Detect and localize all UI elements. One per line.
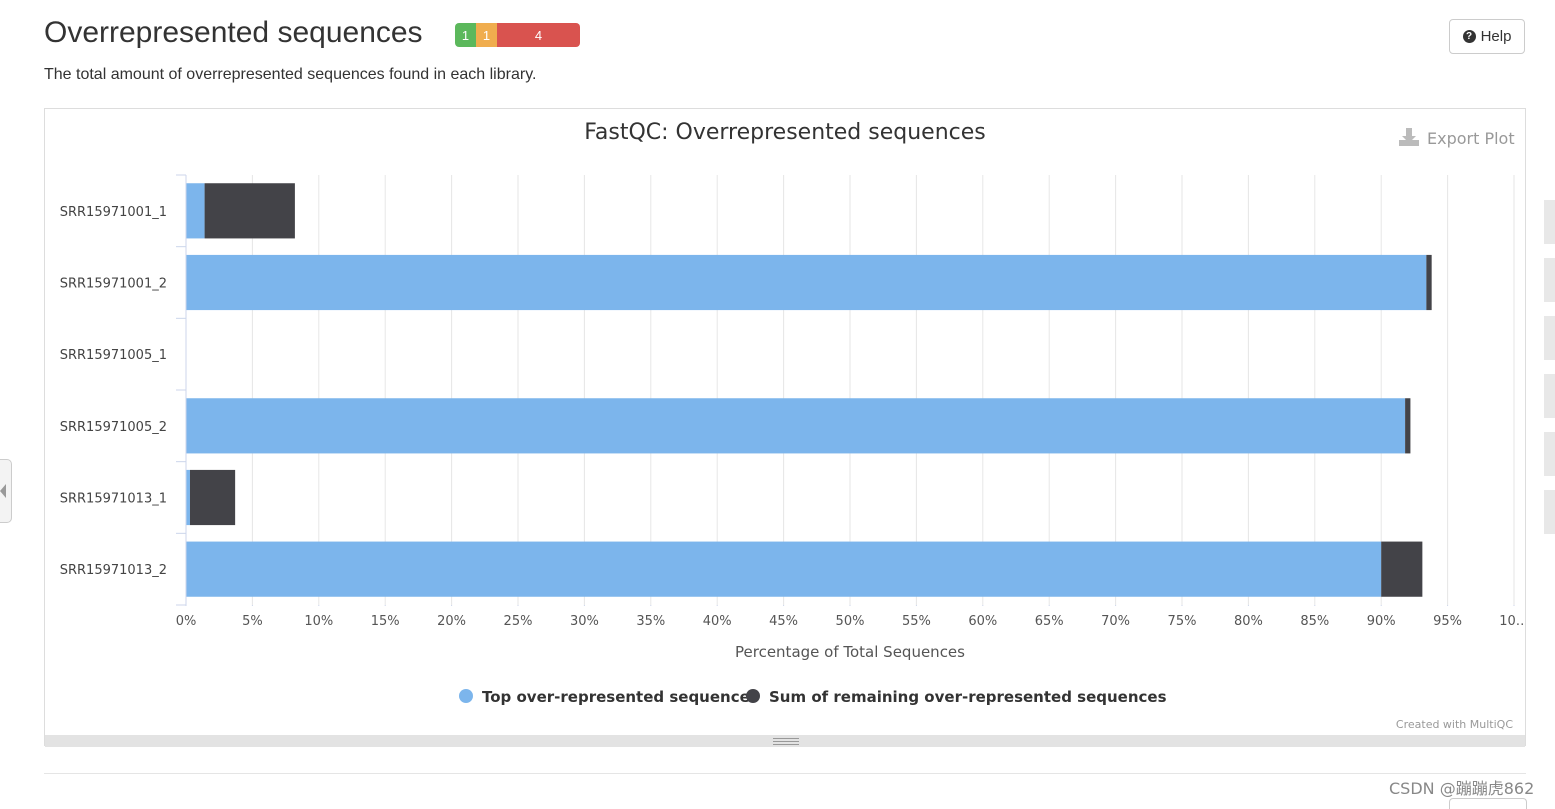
category-label: SRR15971001_2 xyxy=(60,277,167,292)
x-tick-label: 15% xyxy=(371,614,400,629)
toolbox-tabs xyxy=(1544,200,1555,548)
x-tick-label: 40% xyxy=(703,614,732,629)
x-tick-label: 5% xyxy=(242,614,263,629)
bar-segment[interactable] xyxy=(186,254,1427,311)
toolbox-tab[interactable] xyxy=(1544,374,1555,418)
multiqc-credit[interactable]: Created with MultiQC xyxy=(1396,718,1513,731)
question-circle-icon: ? xyxy=(1462,30,1476,43)
overrepresented-chart: 0% 5% 10% 15% 20% 25% 30% 35% 40% 45% 50% 55% 60% 65%… xyxy=(60,120,1529,731)
legend: Top over-represented sequence Sum of rem… xyxy=(459,688,1167,706)
legend-marker-top xyxy=(459,689,473,703)
chart-title: FastQC: Overrepresented sequences xyxy=(584,120,986,145)
x-tick-label: 70% xyxy=(1101,614,1130,629)
legend-label-remaining: Sum of remaining over-represented sequen… xyxy=(769,688,1167,706)
x-tick-label: 85% xyxy=(1300,614,1329,629)
legend-marker-remaining xyxy=(746,689,760,703)
x-tick-label: 30% xyxy=(570,614,599,629)
x-tick-label: 75% xyxy=(1168,614,1197,629)
status-fail-count[interactable]: 4 xyxy=(497,23,580,47)
x-tick-label: 10… xyxy=(1499,614,1525,629)
category-label: SRR15971001_1 xyxy=(60,205,167,220)
toolbox-tab[interactable] xyxy=(1544,200,1555,244)
section-divider xyxy=(44,773,1526,774)
export-plot-button[interactable]: Export Plot xyxy=(1399,128,1515,148)
x-axis-label: Percentage of Total Sequences xyxy=(735,643,965,661)
x-tick-label: 25% xyxy=(504,614,533,629)
plot-resize-handle[interactable] xyxy=(45,735,1525,747)
bar-segment[interactable] xyxy=(204,183,295,239)
status-pass-count[interactable]: 1 xyxy=(455,23,476,47)
x-tick-label: 45% xyxy=(769,614,798,629)
status-warn-count[interactable]: 1 xyxy=(476,23,497,47)
bar-segment[interactable] xyxy=(186,541,1382,597)
watermark: CSDN @蹦蹦虎862 xyxy=(1389,779,1535,798)
bar-segment[interactable] xyxy=(1405,398,1411,454)
x-tick-label: 65% xyxy=(1035,614,1064,629)
section-description: The total amount of overrepresented sequ… xyxy=(44,66,537,83)
toolbox-tab[interactable] xyxy=(1544,490,1555,534)
x-tick-label: 0% xyxy=(176,614,197,629)
legend-item-remaining[interactable]: Sum of remaining over-represented sequen… xyxy=(746,688,1167,706)
bar-segment[interactable] xyxy=(186,398,1406,454)
x-tick-label: 20% xyxy=(437,614,466,629)
drag-grip-icon xyxy=(773,738,799,745)
export-plot-label: Export Plot xyxy=(1427,129,1515,148)
x-tick-label: 55% xyxy=(902,614,931,629)
axes: 0% 5% 10% 15% 20% 25% 30% 35% 40% 45% 50% 55% 60% 65%… xyxy=(60,174,1529,629)
x-tick-label: 35% xyxy=(636,614,665,629)
status-badge[interactable]: 1 1 4 xyxy=(455,23,580,47)
page-title: Overrepresented sequences xyxy=(44,16,423,49)
toolbox-tab[interactable] xyxy=(1544,432,1555,476)
bar-segment[interactable] xyxy=(1381,541,1423,597)
plot-container: 0% 5% 10% 15% 20% 25% 30% 35% 40% 45% 50% 55% 60% 65%… xyxy=(44,108,1529,746)
category-label: SRR15971013_2 xyxy=(60,563,167,578)
bar-segment[interactable] xyxy=(186,183,205,239)
x-tick-label: 10% xyxy=(304,614,333,629)
download-icon xyxy=(1399,128,1419,146)
x-tick-label: 95% xyxy=(1433,614,1462,629)
legend-item-top[interactable]: Top over-represented sequence xyxy=(459,688,750,706)
legend-label-top: Top over-represented sequence xyxy=(482,688,750,706)
bars xyxy=(186,183,1432,597)
sidebar-toggle[interactable] xyxy=(0,459,12,523)
bar-segment[interactable] xyxy=(1426,254,1432,311)
bar-segment[interactable] xyxy=(189,469,236,526)
x-tick-label: 90% xyxy=(1367,614,1396,629)
x-tick-label: 80% xyxy=(1234,614,1263,629)
toolbox-tab[interactable] xyxy=(1544,258,1555,302)
x-tick-label: 60% xyxy=(968,614,997,629)
x-tick-label: 50% xyxy=(836,614,865,629)
toolbox-tab[interactable] xyxy=(1544,316,1555,360)
category-label: SRR15971005_2 xyxy=(60,420,167,435)
category-label: SRR15971013_1 xyxy=(60,492,167,507)
bar-segment[interactable] xyxy=(186,469,190,526)
category-label: SRR15971005_1 xyxy=(60,348,167,363)
help-button[interactable]: ? Help xyxy=(1449,19,1525,54)
help-label: Help xyxy=(1480,28,1512,45)
grid-lines xyxy=(251,175,1515,605)
